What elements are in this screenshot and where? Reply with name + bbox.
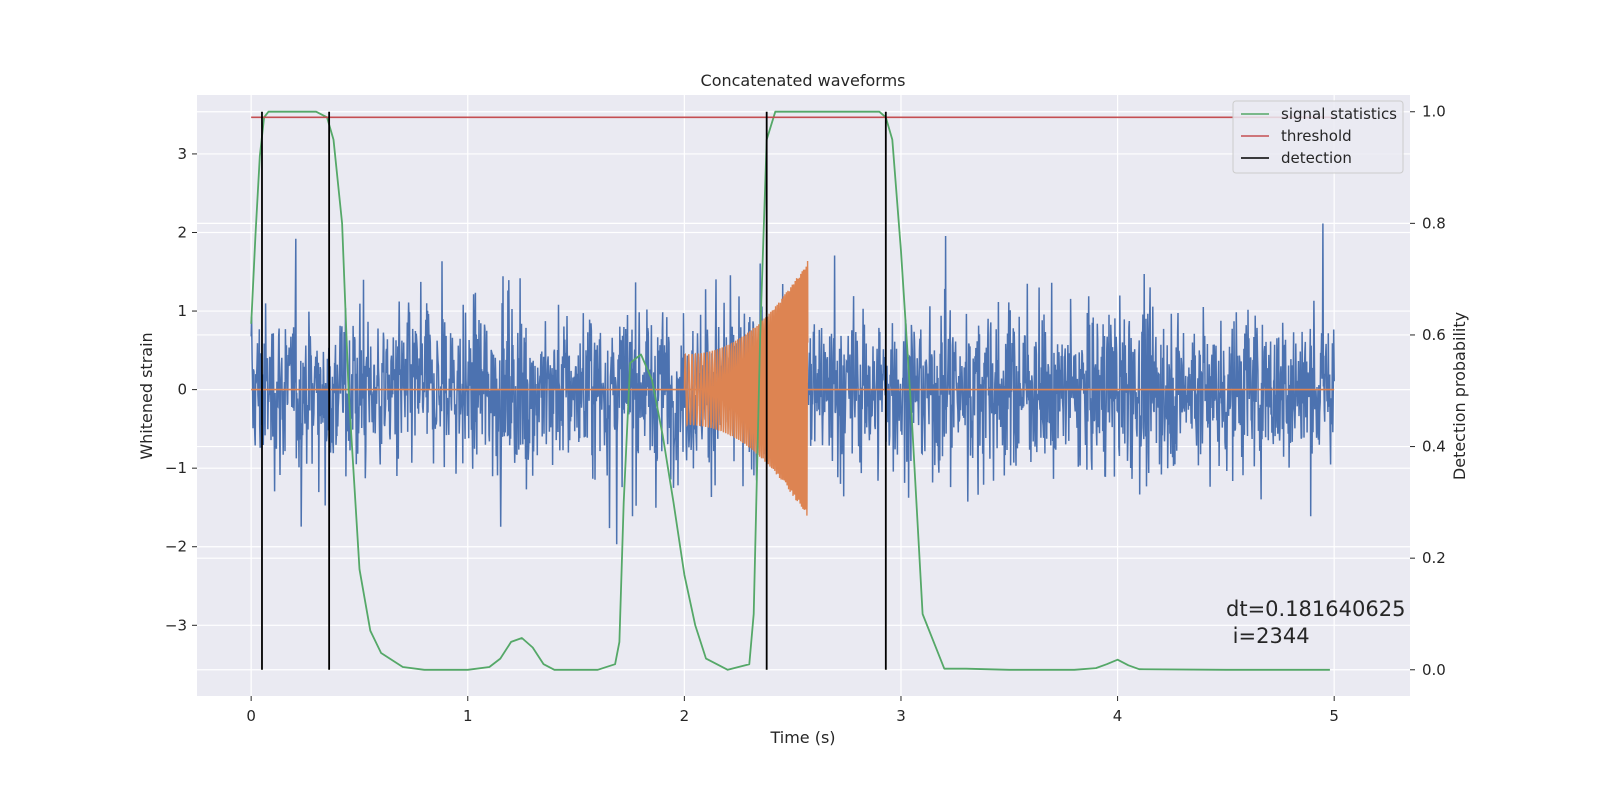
x-tick-label: 1: [463, 707, 473, 725]
y-right-tick-label: 0.0: [1422, 661, 1446, 679]
y-right-ticks: 0.0 0.2 0.4 0.6 0.8 1.0: [1410, 103, 1446, 679]
legend: signal statistics threshold detection: [1232, 100, 1404, 174]
injected-signal-line: [683, 260, 809, 516]
y-left-axis-label: Whitened strain: [137, 332, 156, 459]
x-tick-label: 5: [1329, 707, 1339, 725]
annotation-dt: dt=0.181640625: [1226, 597, 1405, 621]
signal-statistics-line: [250, 110, 1330, 671]
detection-group: [261, 111, 887, 670]
legend-label-signal-statistics: signal statistics: [1281, 105, 1397, 123]
y-left-tick-label: 0: [177, 381, 187, 399]
x-tick-label: 3: [896, 707, 906, 725]
y-right-tick-label: 1.0: [1422, 103, 1446, 121]
y-left-tick-label: −2: [165, 538, 187, 556]
y-left-tick-label: 3: [177, 145, 187, 163]
y-left-tick-label: −3: [165, 616, 187, 634]
x-tick-label: 0: [246, 707, 256, 725]
chirp-group: [251, 260, 1335, 516]
y-right-axis-label: Detection probability: [1450, 312, 1469, 480]
y-left-tick-label: 1: [177, 302, 187, 320]
y-right-tick-label: 0.6: [1422, 326, 1446, 344]
plot-area: [250, 110, 1335, 671]
y-left-tick-label: −1: [165, 459, 187, 477]
x-axis-label: Time (s): [769, 728, 835, 747]
stat-group: [250, 110, 1330, 671]
y-left-ticks: −3 −2 −1 0 1 2 3: [165, 145, 197, 634]
legend-box: [1232, 100, 1404, 174]
chart-title: Concatenated waveforms: [701, 71, 906, 90]
x-ticks: 0 1 2 3 4 5: [246, 696, 1339, 725]
x-tick-label: 2: [680, 707, 690, 725]
x-tick-label: 4: [1113, 707, 1123, 725]
annotation-i: i=2344: [1226, 624, 1310, 648]
y-right-tick-label: 0.2: [1422, 549, 1446, 567]
legend-label-detection: detection: [1281, 149, 1352, 167]
y-right-tick-label: 0.8: [1422, 214, 1446, 232]
y-right-tick-label: 0.4: [1422, 438, 1446, 456]
legend-label-threshold: threshold: [1281, 127, 1352, 145]
y-left-tick-label: 2: [177, 223, 187, 241]
